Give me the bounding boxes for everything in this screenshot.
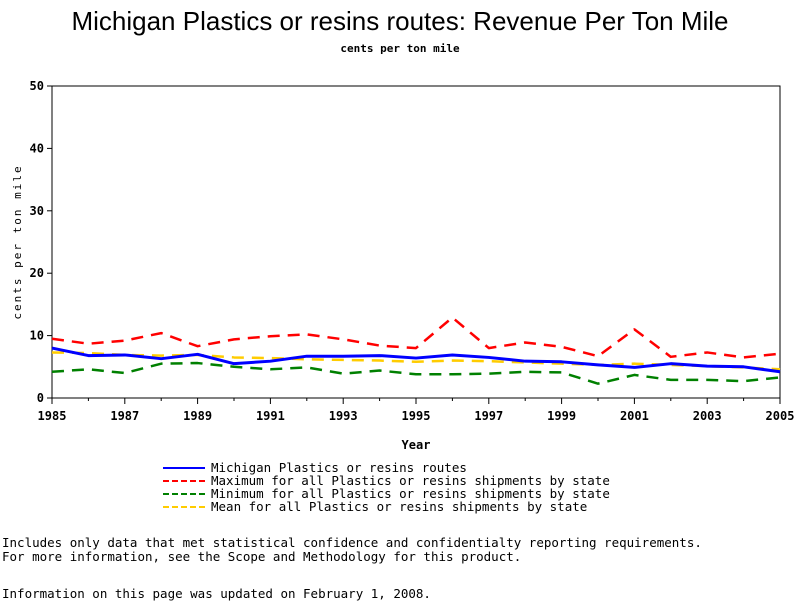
footnotes: Includes only data that met statistical … bbox=[2, 536, 702, 564]
series-line-minimum bbox=[51, 361, 781, 385]
legend-label-mean: Mean for all Plastics or resins shipment… bbox=[211, 499, 588, 514]
y-tick-label: 50 bbox=[30, 79, 44, 93]
series-layer bbox=[51, 316, 781, 385]
update-note: Information on this page was updated on … bbox=[2, 586, 431, 601]
legend-item-minimum: Minimum for all Plastics or resins shipm… bbox=[163, 487, 610, 500]
footnote-confidence: Includes only data that met statistical … bbox=[2, 535, 702, 550]
legend-swatch-michigan bbox=[163, 466, 205, 469]
series-line-michigan bbox=[51, 346, 781, 374]
footnote-methodology: For more information, see the Scope and … bbox=[2, 549, 522, 564]
legend-label-michigan: Michigan Plastics or resins routes bbox=[211, 460, 467, 475]
x-axis-label: Year bbox=[402, 438, 431, 452]
legend-label-minimum: Minimum for all Plastics or resins shipm… bbox=[211, 486, 610, 501]
series-line-mean bbox=[51, 351, 781, 371]
legend-item-michigan: Michigan Plastics or resins routes bbox=[163, 461, 610, 474]
series-line-maximum bbox=[51, 316, 781, 359]
legend-item-maximum: Maximum for all Plastics or resins shipm… bbox=[163, 474, 610, 487]
x-tick-label: 2001 bbox=[620, 409, 649, 423]
chart-title: Michigan Plastics or resins routes: Reve… bbox=[71, 6, 729, 36]
y-axis: 0 10 20 30 40 50 bbox=[30, 79, 52, 405]
y-tick-label: 0 bbox=[37, 391, 44, 405]
x-tick-label: 2003 bbox=[693, 409, 722, 423]
legend-swatch-maximum bbox=[163, 479, 205, 482]
x-tick-label: 1997 bbox=[474, 409, 503, 423]
x-axis: 1985 1987 1989 1991 1993 1995 1997 1999 2001 2003… bbox=[38, 398, 795, 423]
x-tick-label: 1985 bbox=[38, 409, 67, 423]
y-tick-label: 30 bbox=[30, 204, 44, 218]
x-tick-label: 2005 bbox=[766, 409, 795, 423]
x-tick-label: 1989 bbox=[183, 409, 212, 423]
y-tick-label: 10 bbox=[30, 329, 44, 343]
legend-item-mean: Mean for all Plastics or resins shipment… bbox=[163, 500, 610, 513]
y-tick-label: 40 bbox=[30, 141, 44, 155]
line-chart: 0 10 20 30 40 50 1985 1987 1989 1991 1993 1995 1997… bbox=[11, 79, 795, 452]
x-tick-label: 1999 bbox=[547, 409, 576, 423]
x-tick-label: 1995 bbox=[402, 409, 431, 423]
x-tick-label: 1991 bbox=[256, 409, 285, 423]
chart-subtitle: cents per ton mile bbox=[340, 42, 460, 55]
legend-label-maximum: Maximum for all Plastics or resins shipm… bbox=[211, 473, 610, 488]
legend-swatch-minimum bbox=[163, 492, 205, 495]
y-axis-label: cents per ton mile bbox=[11, 164, 24, 319]
legend-swatch-mean bbox=[163, 505, 205, 508]
x-tick-label: 1993 bbox=[329, 409, 358, 423]
plot-frame bbox=[51, 85, 781, 399]
x-tick-label: 1987 bbox=[110, 409, 139, 423]
y-tick-label: 20 bbox=[30, 266, 44, 280]
legend: Michigan Plastics or resins routes Maxim… bbox=[163, 461, 610, 513]
